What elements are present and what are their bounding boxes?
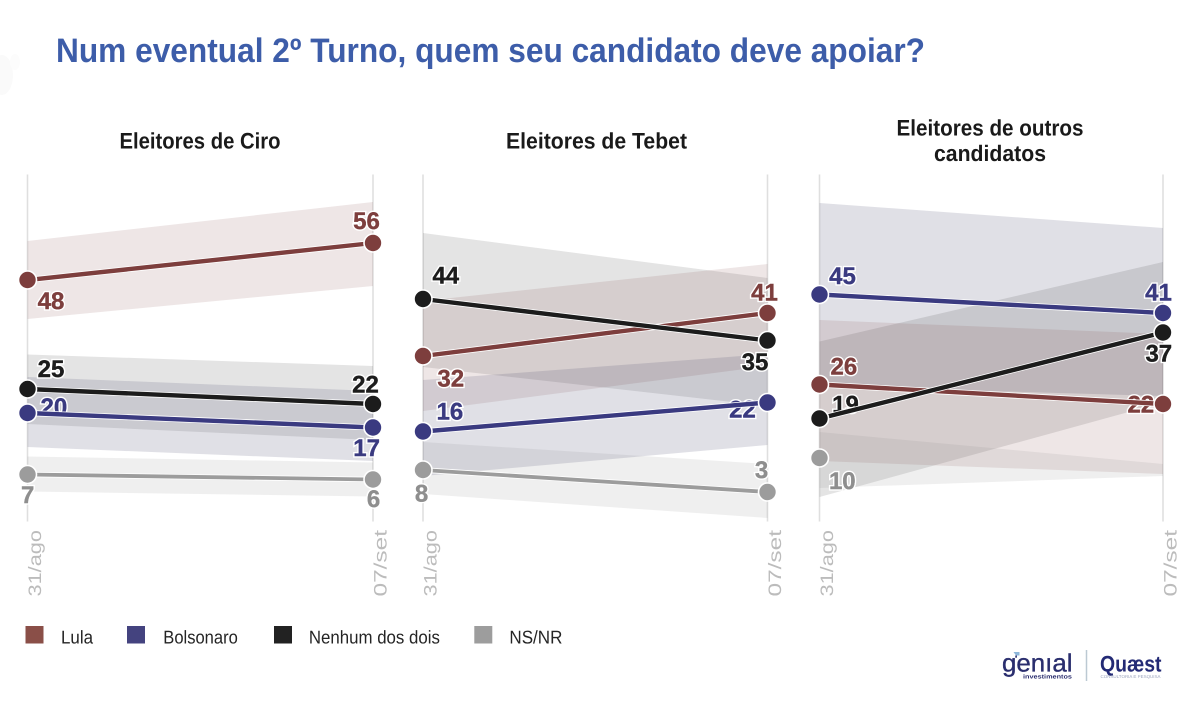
svg-text:10: 10 <box>829 468 856 495</box>
svg-text:22: 22 <box>352 372 379 399</box>
svg-text:7: 7 <box>21 482 34 509</box>
svg-text:Eleitores de Ciro: Eleitores de Ciro <box>120 129 281 154</box>
svg-text:6: 6 <box>367 486 380 513</box>
svg-text:41: 41 <box>751 280 778 307</box>
svg-text:3: 3 <box>755 457 768 484</box>
svg-text:Eleitores de Tebet: Eleitores de Tebet <box>506 129 687 154</box>
svg-text:48: 48 <box>38 288 65 315</box>
svg-text:6: 6 <box>367 486 380 513</box>
svg-text:22: 22 <box>729 397 756 424</box>
svg-text:17: 17 <box>353 435 380 462</box>
svg-text:3: 3 <box>755 457 768 484</box>
svg-text:16: 16 <box>437 399 464 426</box>
svg-text:22: 22 <box>729 397 756 424</box>
svg-text:17: 17 <box>353 435 380 462</box>
svg-text:25: 25 <box>38 356 65 383</box>
svg-text:CONSULTORIA E PESQUISA: CONSULTORIA E PESQUISA <box>1101 674 1161 679</box>
svg-text:35: 35 <box>742 349 769 376</box>
svg-text:26: 26 <box>831 354 858 381</box>
svg-text:20: 20 <box>41 394 68 421</box>
svg-text:41: 41 <box>1145 280 1172 307</box>
svg-text:07/set: 07/set <box>371 530 391 597</box>
svg-text:41: 41 <box>751 280 778 307</box>
svg-text:32: 32 <box>437 366 464 393</box>
svg-text:41: 41 <box>1145 280 1172 307</box>
svg-text:31/ago: 31/ago <box>421 530 441 597</box>
svg-text:07/set: 07/set <box>1161 530 1181 597</box>
svg-text:37: 37 <box>1145 341 1172 368</box>
svg-text:Eleitores de outros: Eleitores de outros <box>897 116 1084 141</box>
svg-text:Lula: Lula <box>61 627 94 648</box>
svg-text:investimentos: investimentos <box>1023 674 1073 681</box>
svg-text:Quæst: Quæst <box>1100 652 1162 677</box>
svg-text:45: 45 <box>829 263 856 290</box>
svg-text:genıal: genıal <box>1002 650 1073 678</box>
svg-text:56: 56 <box>353 208 380 235</box>
svg-text:Num eventual 2º Turno, quem se: Num eventual 2º Turno, quem seu candidat… <box>56 32 925 70</box>
svg-text:25: 25 <box>38 356 65 383</box>
svg-text:31/ago: 31/ago <box>25 530 45 597</box>
svg-text:44: 44 <box>432 263 459 290</box>
svg-text:31/ago: 31/ago <box>817 530 837 597</box>
svg-text:48: 48 <box>38 288 65 315</box>
svg-text:26: 26 <box>831 354 858 381</box>
svg-text:45: 45 <box>829 263 856 290</box>
svg-text:candidatos: candidatos <box>934 141 1046 166</box>
svg-text:10: 10 <box>829 468 856 495</box>
svg-text:8: 8 <box>415 481 428 508</box>
svg-text:44: 44 <box>432 263 459 290</box>
svg-text:Bolsonaro: Bolsonaro <box>163 627 238 648</box>
svg-text:Nenhum dos dois: Nenhum dos dois <box>309 627 440 648</box>
svg-text:16: 16 <box>437 399 464 426</box>
svg-text:7: 7 <box>21 482 34 509</box>
svg-text:37: 37 <box>1145 341 1172 368</box>
svg-text:07/set: 07/set <box>765 530 785 597</box>
svg-text:32: 32 <box>437 366 464 393</box>
svg-text:56: 56 <box>353 208 380 235</box>
svg-text:NS/NR: NS/NR <box>509 627 562 648</box>
svg-text:35: 35 <box>742 349 769 376</box>
svg-text:8: 8 <box>415 481 428 508</box>
